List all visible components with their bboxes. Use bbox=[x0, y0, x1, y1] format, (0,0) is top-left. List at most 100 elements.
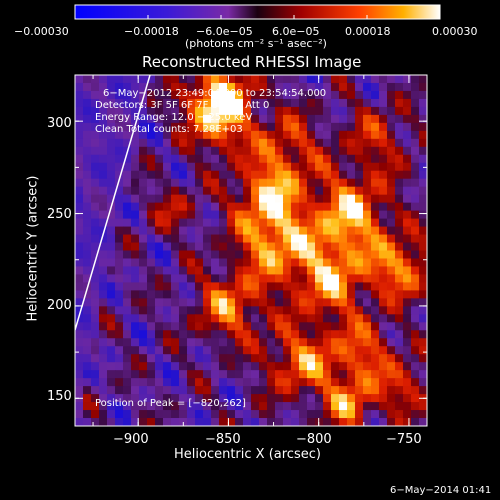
heatmap-cell bbox=[107, 130, 116, 140]
heatmap-cell bbox=[171, 306, 180, 315]
heatmap-cell bbox=[315, 298, 324, 307]
heatmap-cell bbox=[323, 82, 332, 92]
heatmap-cell bbox=[259, 362, 268, 371]
heatmap-cell bbox=[379, 106, 388, 116]
heatmap-cell bbox=[243, 202, 252, 212]
heatmap-cell bbox=[387, 346, 396, 355]
heatmap-cell bbox=[347, 138, 356, 148]
heatmap-cell bbox=[315, 346, 324, 355]
heatmap-cell bbox=[195, 258, 204, 268]
heatmap-cell bbox=[195, 194, 204, 204]
heatmap-cell bbox=[299, 106, 308, 116]
heatmap-cell bbox=[171, 178, 180, 188]
heatmap-cell bbox=[347, 402, 356, 411]
heatmap-cell bbox=[155, 138, 164, 148]
heatmap-cell bbox=[347, 250, 356, 260]
heatmap-cell bbox=[123, 266, 132, 276]
heatmap-cell bbox=[275, 138, 284, 148]
heatmap-cell bbox=[99, 378, 108, 387]
heatmap-cell bbox=[411, 82, 420, 92]
heatmap-cell bbox=[107, 410, 116, 419]
heatmap-cell bbox=[387, 250, 396, 260]
heatmap-cell bbox=[259, 402, 268, 411]
heatmap-cell bbox=[131, 194, 140, 204]
heatmap-cell bbox=[339, 258, 348, 268]
heatmap-cell bbox=[387, 82, 396, 92]
heatmap-cell bbox=[411, 378, 420, 387]
heatmap-cell bbox=[387, 194, 396, 204]
heatmap-cell bbox=[107, 290, 116, 299]
heatmap-cell bbox=[187, 170, 196, 180]
heatmap-cell bbox=[299, 146, 308, 156]
heatmap-cell bbox=[123, 242, 132, 252]
heatmap-cell bbox=[251, 298, 260, 307]
heatmap-cell bbox=[203, 202, 212, 212]
heatmap-cell bbox=[107, 122, 116, 132]
heatmap-cell bbox=[163, 410, 172, 419]
heatmap-cell bbox=[115, 354, 124, 363]
heatmap-cell bbox=[219, 82, 228, 92]
heatmap-cell bbox=[267, 218, 276, 228]
heatmap-cell bbox=[83, 354, 92, 363]
footer-timestamp: 6−May−2014 01:41 bbox=[390, 485, 492, 496]
heatmap-cell bbox=[131, 75, 140, 84]
heatmap-cell bbox=[99, 170, 108, 180]
heatmap-cell bbox=[379, 306, 388, 315]
heatmap-cell bbox=[315, 210, 324, 220]
heatmap-cell bbox=[315, 258, 324, 268]
heatmap-cell bbox=[219, 306, 228, 315]
heatmap-cell bbox=[387, 106, 396, 116]
heatmap-cell bbox=[163, 210, 172, 220]
heatmap-cell bbox=[267, 202, 276, 212]
heatmap-cell bbox=[155, 234, 164, 244]
heatmap-cell bbox=[419, 322, 427, 331]
heatmap-cell bbox=[371, 298, 380, 307]
heatmap-cell bbox=[347, 418, 356, 426]
heatmap-cell bbox=[131, 370, 140, 379]
heatmap-cell bbox=[275, 210, 284, 220]
heatmap-cell bbox=[275, 274, 284, 284]
heatmap-cell bbox=[115, 282, 124, 291]
heatmap-cell bbox=[179, 370, 188, 379]
heatmap-cell bbox=[347, 266, 356, 276]
heatmap-cell bbox=[155, 82, 164, 92]
heatmap-cell bbox=[331, 186, 340, 196]
heatmap-cell bbox=[307, 378, 316, 387]
heatmap-cell bbox=[211, 362, 220, 371]
heatmap-cell bbox=[155, 250, 164, 260]
heatmap-cell bbox=[91, 402, 100, 411]
heatmap-cell bbox=[275, 122, 284, 132]
heatmap-cell bbox=[163, 258, 172, 268]
heatmap-cell bbox=[275, 162, 284, 172]
heatmap-cell bbox=[195, 250, 204, 260]
heatmap-cell bbox=[379, 258, 388, 268]
heatmap-cell bbox=[147, 75, 156, 84]
heatmap-cell bbox=[419, 266, 427, 276]
heatmap-cell bbox=[147, 378, 156, 387]
heatmap-cell bbox=[251, 306, 260, 315]
heatmap-cell bbox=[139, 234, 148, 244]
heatmap-cell bbox=[99, 250, 108, 260]
heatmap-cell bbox=[91, 178, 100, 188]
heatmap-cell bbox=[323, 266, 332, 276]
heatmap-cell bbox=[395, 354, 404, 363]
heatmap-cell bbox=[307, 162, 316, 172]
heatmap-cell bbox=[299, 82, 308, 92]
heatmap-cell bbox=[203, 210, 212, 220]
heatmap-cell bbox=[299, 250, 308, 260]
heatmap-cell bbox=[99, 194, 108, 204]
heatmap-cell bbox=[251, 378, 260, 387]
heatmap-cell bbox=[131, 322, 140, 331]
heatmap-cell bbox=[419, 250, 427, 260]
heatmap-cell bbox=[355, 170, 364, 180]
heatmap-cell bbox=[395, 154, 404, 164]
heatmap-cell bbox=[243, 178, 252, 188]
heatmap-cell bbox=[75, 370, 84, 379]
heatmap-cell bbox=[227, 234, 236, 244]
heatmap-cell bbox=[315, 410, 324, 419]
heatmap-cell bbox=[299, 130, 308, 140]
heatmap-cell bbox=[227, 330, 236, 339]
heatmap-cell bbox=[211, 370, 220, 379]
heatmap-cell bbox=[219, 114, 228, 124]
